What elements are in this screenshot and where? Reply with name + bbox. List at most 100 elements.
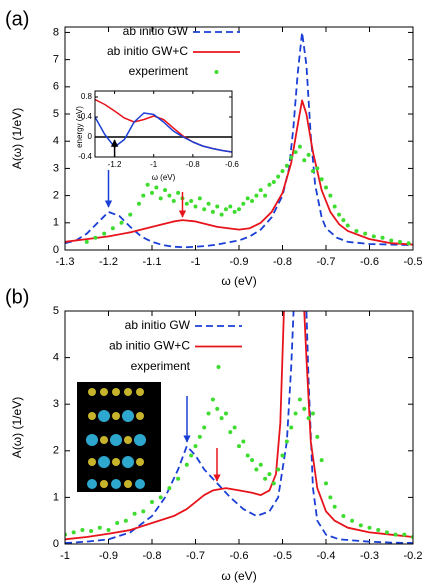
data-point bbox=[206, 201, 211, 206]
data-point bbox=[324, 481, 328, 486]
data-point bbox=[254, 467, 259, 472]
x-tick-label: -0.7 bbox=[186, 550, 205, 562]
x-axis-label: ω (eV) bbox=[221, 569, 256, 583]
data-point bbox=[363, 231, 368, 236]
data-point bbox=[297, 144, 302, 149]
data-point bbox=[228, 430, 233, 435]
x-tick-label: -0.3 bbox=[360, 550, 379, 562]
data-point bbox=[141, 509, 146, 514]
series-line bbox=[65, 311, 413, 541]
plots: -1.3 -1.2 -1.1 -1 -0.9 -0.8 -0.7 -0.6 -0.5 0 1 2 3 4 5… bbox=[5, 8, 422, 583]
data-point bbox=[376, 528, 381, 533]
arrows bbox=[104, 139, 221, 482]
y-tick-label: 1 bbox=[53, 491, 59, 503]
data-point bbox=[119, 220, 124, 225]
x-tick-label: -1 bbox=[60, 550, 70, 562]
x-tick-label: -1 bbox=[191, 256, 201, 268]
data-point bbox=[141, 193, 146, 198]
data-point bbox=[189, 199, 194, 204]
y-axis-label: A(ω) (1/eV) bbox=[10, 108, 24, 169]
data-point bbox=[150, 190, 154, 195]
data-point bbox=[163, 188, 168, 193]
x-tick-label: -0.6 bbox=[225, 160, 239, 169]
data-point bbox=[328, 495, 333, 500]
data-point bbox=[271, 481, 276, 486]
data-point bbox=[367, 525, 372, 530]
data-point bbox=[328, 193, 333, 198]
y-tick-label: 2 bbox=[53, 445, 59, 457]
crystal-image bbox=[77, 382, 161, 492]
series-line bbox=[65, 31, 413, 249]
data-point bbox=[358, 523, 363, 528]
data-point bbox=[145, 182, 150, 187]
data-point bbox=[71, 530, 76, 535]
x-tick-label: -1 bbox=[150, 160, 158, 169]
data-point bbox=[315, 434, 320, 439]
data-point bbox=[276, 467, 281, 472]
data-point bbox=[193, 204, 198, 209]
y-tick-label: 3 bbox=[53, 162, 59, 174]
data-point bbox=[158, 495, 163, 500]
data-point bbox=[250, 199, 255, 204]
data-point bbox=[202, 207, 207, 212]
y-tick-label: 0 bbox=[53, 538, 59, 550]
data-point bbox=[267, 472, 272, 477]
data-point bbox=[267, 182, 272, 187]
x-tick-label: -1.1 bbox=[143, 256, 162, 268]
data-point bbox=[128, 212, 133, 217]
data-point bbox=[332, 204, 337, 209]
legend-label: ab initio GW bbox=[123, 24, 189, 38]
data-point bbox=[389, 238, 394, 243]
y-tick-label: 4 bbox=[53, 352, 59, 364]
x-tick-label: -1.2 bbox=[99, 256, 118, 268]
data-point bbox=[102, 231, 107, 236]
data-point bbox=[254, 193, 259, 198]
data-point bbox=[228, 204, 233, 209]
data-point bbox=[123, 518, 128, 523]
data-point bbox=[276, 174, 281, 179]
x-tick-label: -1.3 bbox=[56, 256, 75, 268]
data-point bbox=[210, 209, 215, 214]
legend-swatch bbox=[216, 365, 221, 369]
data-point bbox=[263, 193, 268, 198]
data-point bbox=[271, 180, 276, 185]
data-point bbox=[324, 185, 328, 190]
data-point bbox=[371, 234, 376, 239]
data-point bbox=[215, 406, 220, 411]
data-point bbox=[97, 525, 102, 530]
y-tick-label: 0 bbox=[88, 132, 93, 141]
data-point bbox=[289, 155, 294, 160]
series-line bbox=[65, 99, 413, 246]
data-point bbox=[397, 239, 402, 244]
plot-frame bbox=[64, 26, 414, 251]
y-tick-label: 7 bbox=[53, 54, 59, 66]
data-point bbox=[306, 416, 311, 421]
data-point bbox=[84, 239, 89, 244]
data-point bbox=[219, 212, 224, 217]
data-point bbox=[167, 193, 172, 198]
x-tick-label: -0.2 bbox=[404, 550, 423, 562]
data-point bbox=[250, 458, 255, 463]
legend-label: experiment bbox=[131, 359, 191, 373]
series-group bbox=[65, 31, 413, 249]
data-point bbox=[289, 425, 294, 430]
plot-frame bbox=[94, 90, 233, 158]
data-point bbox=[332, 504, 337, 509]
y-tick-label: 0.8 bbox=[81, 92, 93, 101]
data-point bbox=[297, 397, 302, 402]
data-point bbox=[237, 207, 241, 212]
legend-label: ab initio GW+C bbox=[107, 44, 188, 58]
legend-swatch bbox=[214, 70, 219, 74]
data-point bbox=[80, 528, 85, 533]
data-point bbox=[215, 204, 220, 209]
data-point bbox=[171, 199, 176, 204]
y-tick-label: 4 bbox=[53, 135, 59, 147]
y-tick-label: 6 bbox=[53, 81, 59, 93]
y-axis-label: energy (eV) bbox=[75, 106, 84, 148]
y-tick-label: 5 bbox=[53, 108, 59, 120]
series-group bbox=[65, 311, 413, 544]
data-point bbox=[310, 169, 315, 174]
x-tick-label: -0.8 bbox=[143, 550, 162, 562]
data-point bbox=[237, 444, 241, 449]
data-point bbox=[393, 532, 398, 537]
